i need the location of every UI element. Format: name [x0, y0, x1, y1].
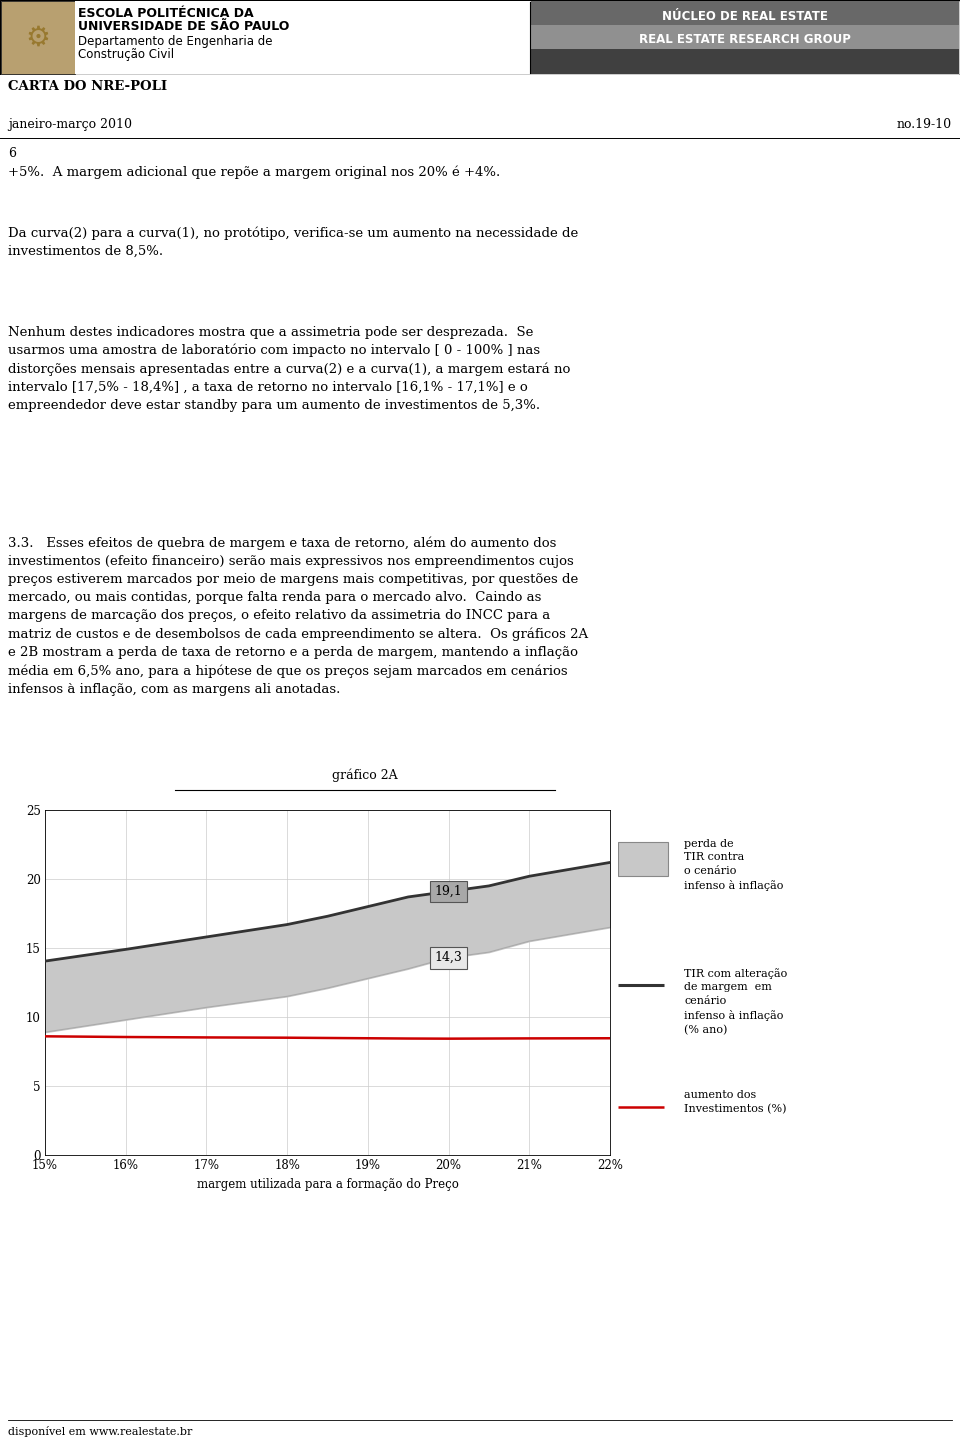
- Text: NÚCLEO DE REAL ESTATE: NÚCLEO DE REAL ESTATE: [662, 10, 828, 23]
- Text: ESCOLA POLITÉCNICA DA: ESCOLA POLITÉCNICA DA: [78, 7, 253, 20]
- Text: Da curva(2) para a curva(1), no protótipo, verifica-se um aumento na necessidade: Da curva(2) para a curva(1), no protótip…: [8, 227, 578, 259]
- Text: TIR com alteração
de margem  em
cenário
infenso à inflação
(% ano): TIR com alteração de margem em cenário i…: [684, 968, 787, 1035]
- Text: aumento dos
Investimentos (%): aumento dos Investimentos (%): [684, 1090, 787, 1114]
- Text: 14,3: 14,3: [435, 952, 463, 965]
- Text: perda de
TIR contra
o cenário
infenso à inflação: perda de TIR contra o cenário infenso à …: [684, 838, 783, 891]
- Text: Departamento de Engenharia de: Departamento de Engenharia de: [78, 35, 273, 48]
- Bar: [531, 1, 959, 25]
- Bar: [75, 1, 530, 74]
- Text: no.19-10: no.19-10: [897, 118, 952, 131]
- Text: UNIVERSIDADE DE SÃO PAULO: UNIVERSIDADE DE SÃO PAULO: [78, 20, 289, 33]
- Text: gráfico 2A: gráfico 2A: [332, 769, 397, 782]
- Text: CARTA DO NRE-POLI: CARTA DO NRE-POLI: [8, 80, 167, 93]
- Text: 3.3.   Esses efeitos de quebra de margem e taxa de retorno, além do aumento dos
: 3.3. Esses efeitos de quebra de margem e…: [8, 538, 588, 696]
- Text: disponível em www.realestate.br: disponível em www.realestate.br: [8, 1425, 192, 1437]
- Text: 6: 6: [8, 147, 16, 160]
- Text: Construção Civil: Construção Civil: [78, 48, 174, 61]
- Text: ⚙: ⚙: [26, 25, 51, 52]
- Bar: [531, 49, 959, 74]
- Text: janeiro-março 2010: janeiro-março 2010: [8, 118, 132, 131]
- Text: +5%.  A margem adicional que repõe a margem original nos 20% é +4%.: +5%. A margem adicional que repõe a marg…: [8, 166, 500, 179]
- Text: 19,1: 19,1: [435, 885, 463, 898]
- Bar: [1, 1, 75, 74]
- Bar: [618, 843, 668, 876]
- Bar: [531, 25, 959, 49]
- Text: Nenhum destes indicadores mostra que a assimetria pode ser desprezada.  Se
usarm: Nenhum destes indicadores mostra que a a…: [8, 325, 570, 413]
- X-axis label: margem utilizada para a formação do Preço: margem utilizada para a formação do Preç…: [197, 1178, 459, 1190]
- Text: REAL ESTATE RESEARCH GROUP: REAL ESTATE RESEARCH GROUP: [639, 33, 851, 46]
